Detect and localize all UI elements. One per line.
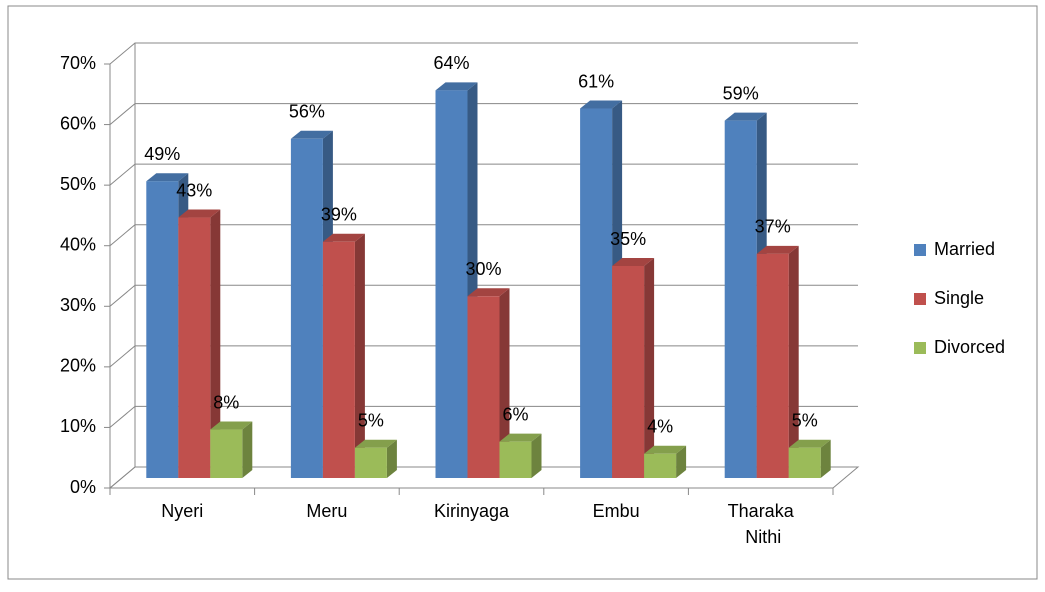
bar-front	[644, 453, 677, 478]
legend-swatch	[914, 293, 926, 305]
data-label: 64%	[433, 53, 469, 73]
bar-top	[580, 100, 623, 109]
bar-side	[242, 421, 253, 478]
bar-side	[210, 209, 221, 479]
bar-top	[322, 233, 365, 242]
y-tick-label: 10%	[60, 416, 96, 436]
bar-top	[756, 245, 799, 254]
bar	[178, 209, 221, 479]
x-tick-label: Kirinyaga	[434, 501, 510, 521]
bar-side	[820, 439, 831, 478]
bar	[210, 421, 253, 478]
y-tick-label: 40%	[60, 234, 96, 254]
bar	[756, 245, 799, 478]
bar-front	[178, 217, 211, 479]
grid-line	[109, 42, 858, 65]
legend-label: Divorced	[934, 337, 1005, 357]
bar-side	[788, 245, 799, 478]
bar-front	[612, 266, 645, 478]
bar-side	[354, 233, 365, 478]
bar-side	[386, 439, 397, 478]
bar	[467, 288, 510, 478]
y-tick-label: 50%	[60, 174, 96, 194]
bar-front	[499, 441, 532, 478]
bar-top	[178, 209, 221, 218]
bar-front	[788, 447, 821, 478]
bar-top	[210, 421, 253, 430]
bar-top	[612, 258, 655, 266]
bar	[788, 439, 831, 478]
bar-top	[644, 445, 687, 454]
data-label: 5%	[358, 410, 384, 430]
legend-swatch	[914, 342, 926, 354]
x-tick-label: Tharaka Nithi	[728, 501, 795, 547]
bar-top	[146, 173, 189, 182]
bar-front	[290, 138, 323, 479]
bar-front	[467, 296, 500, 478]
data-label: 61%	[578, 71, 614, 91]
data-label: 4%	[647, 417, 673, 437]
bar-front	[756, 253, 789, 478]
bar-side	[499, 288, 510, 478]
bar-front	[146, 181, 179, 478]
data-label: 49%	[144, 144, 180, 164]
bar-top	[499, 433, 542, 442]
bar	[644, 445, 687, 478]
bar-front	[724, 120, 757, 478]
bar-top	[467, 288, 510, 297]
bar-top	[724, 112, 767, 121]
data-label: 39%	[321, 205, 357, 225]
legend-label: Single	[934, 288, 984, 308]
bar-top	[788, 439, 831, 448]
bar	[354, 439, 397, 478]
data-label: 43%	[176, 180, 212, 200]
bar-side	[644, 258, 655, 478]
data-label: 30%	[465, 259, 501, 279]
bar	[499, 433, 542, 478]
bar-top	[435, 82, 478, 91]
bar-side	[676, 445, 687, 478]
bar-top	[354, 439, 397, 448]
bar	[322, 233, 365, 478]
y-tick-label: 60%	[60, 113, 96, 133]
data-label: 37%	[755, 217, 791, 237]
data-label: 8%	[213, 392, 239, 412]
bar-front	[210, 429, 243, 478]
x-tick-label: Meru	[306, 501, 347, 521]
x-tick-label: Embu	[593, 501, 640, 521]
x-tick-label: Nyeri	[161, 501, 203, 521]
bar-front	[354, 447, 387, 478]
data-label: 59%	[723, 83, 759, 103]
y-tick-label: 70%	[60, 53, 96, 73]
data-label: 56%	[289, 102, 325, 122]
legend-label: Married	[934, 239, 995, 259]
data-label: 35%	[610, 229, 646, 249]
bar-top	[290, 130, 333, 139]
y-tick-label: 0%	[70, 477, 96, 497]
y-tick-label: 20%	[60, 356, 96, 376]
bar-front	[435, 90, 468, 478]
data-label: 5%	[792, 410, 818, 430]
y-tick-label: 30%	[60, 295, 96, 315]
bar-side	[531, 433, 542, 478]
data-label: 6%	[502, 404, 528, 424]
bar	[612, 258, 655, 478]
bar-front	[322, 241, 355, 478]
bar-front	[580, 108, 613, 478]
legend-swatch	[914, 244, 926, 256]
